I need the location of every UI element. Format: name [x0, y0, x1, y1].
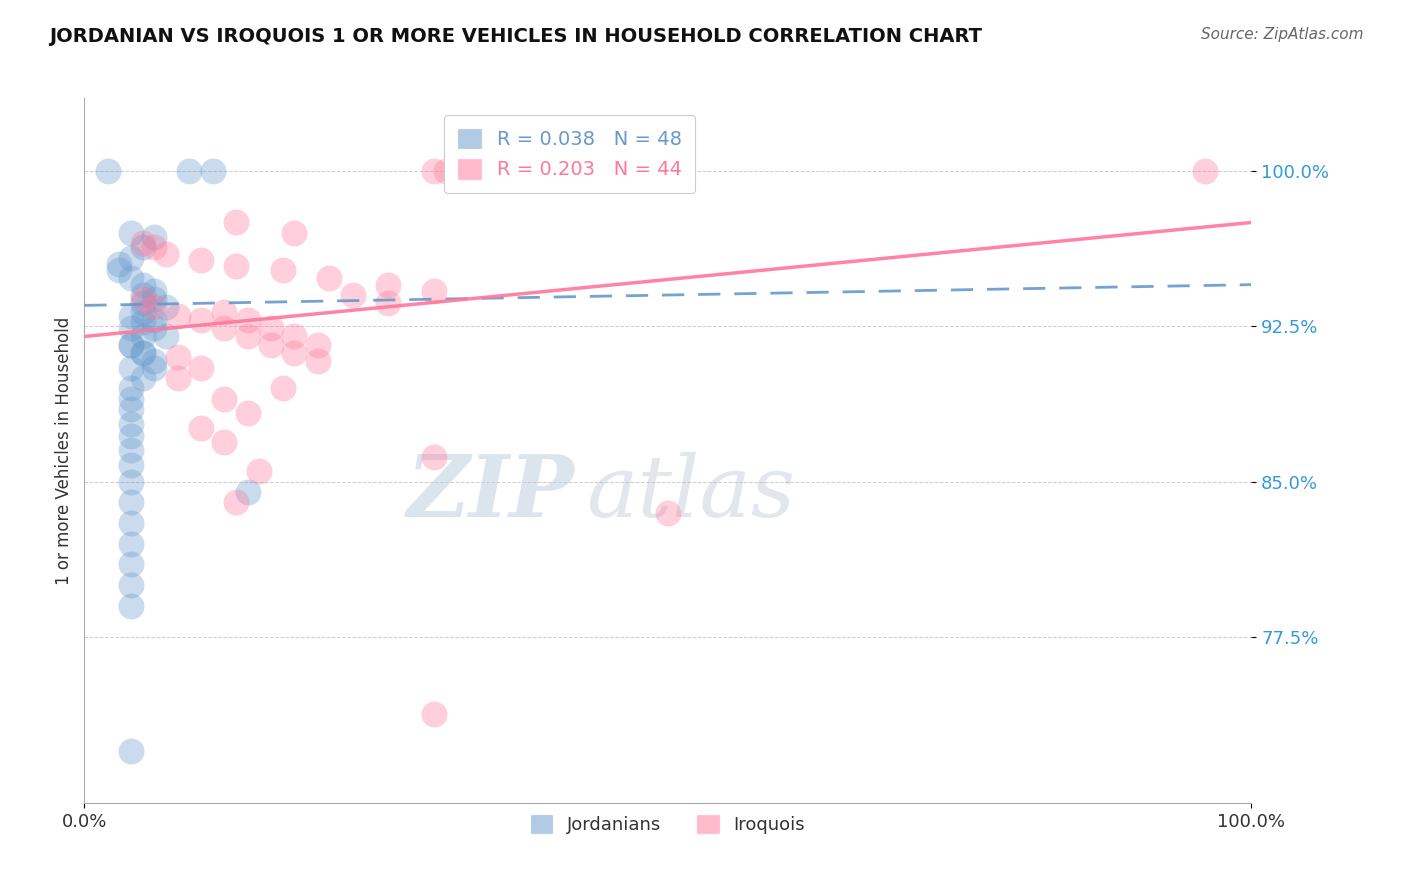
Point — [214, 435, 236, 450]
Point — [132, 329, 155, 343]
Point — [201, 163, 224, 178]
Point — [342, 288, 364, 302]
Point — [423, 163, 446, 178]
Point — [551, 163, 574, 178]
Point — [434, 163, 457, 178]
Point — [260, 321, 283, 335]
Point — [120, 271, 142, 285]
Point — [307, 354, 329, 368]
Point — [190, 313, 212, 327]
Point — [236, 313, 259, 327]
Point — [143, 240, 166, 254]
Point — [120, 392, 142, 406]
Point — [155, 301, 177, 315]
Point — [143, 313, 166, 327]
Point — [318, 271, 340, 285]
Point — [657, 506, 679, 520]
Point — [120, 475, 142, 489]
Legend: Jordanians, Iroquois: Jordanians, Iroquois — [517, 802, 818, 847]
Point — [190, 252, 212, 267]
Y-axis label: 1 or more Vehicles in Household: 1 or more Vehicles in Household — [55, 317, 73, 584]
Point — [225, 259, 247, 273]
Point — [120, 537, 142, 551]
Point — [120, 429, 142, 443]
Text: atlas: atlas — [586, 451, 796, 534]
Point — [214, 304, 236, 318]
Point — [132, 288, 155, 302]
Point — [97, 163, 120, 178]
Point — [271, 263, 294, 277]
Point — [236, 406, 259, 420]
Point — [214, 392, 236, 406]
Point — [155, 246, 177, 260]
Point — [132, 315, 155, 329]
Point — [120, 360, 142, 375]
Point — [423, 450, 446, 464]
Point — [132, 292, 155, 306]
Text: JORDANIAN VS IROQUOIS 1 OR MORE VEHICLES IN HOUSEHOLD CORRELATION CHART: JORDANIAN VS IROQUOIS 1 OR MORE VEHICLES… — [49, 27, 983, 45]
Point — [120, 443, 142, 458]
Point — [179, 163, 201, 178]
Point — [236, 484, 259, 499]
Point — [190, 420, 212, 434]
Point — [166, 371, 188, 385]
Point — [377, 296, 399, 310]
Point — [190, 360, 212, 375]
Point — [120, 321, 142, 335]
Text: ZIP: ZIP — [406, 451, 575, 534]
Point — [120, 599, 142, 613]
Point — [120, 381, 142, 395]
Point — [120, 337, 142, 351]
Point — [132, 346, 155, 360]
Point — [120, 417, 142, 431]
Point — [120, 226, 142, 240]
Point — [283, 226, 305, 240]
Point — [166, 309, 188, 323]
Point — [120, 458, 142, 472]
Point — [120, 744, 142, 758]
Point — [143, 321, 166, 335]
Point — [1194, 163, 1216, 178]
Point — [143, 301, 166, 315]
Point — [120, 337, 142, 351]
Point — [108, 263, 131, 277]
Point — [143, 284, 166, 298]
Point — [120, 558, 142, 572]
Point — [225, 495, 247, 509]
Point — [423, 284, 446, 298]
Point — [120, 578, 142, 592]
Point — [225, 215, 247, 229]
Point — [423, 706, 446, 721]
Point — [132, 277, 155, 292]
Point — [120, 495, 142, 509]
Point — [377, 277, 399, 292]
Point — [108, 257, 131, 271]
Point — [307, 337, 329, 351]
Text: Source: ZipAtlas.com: Source: ZipAtlas.com — [1201, 27, 1364, 42]
Point — [120, 251, 142, 265]
Point — [236, 329, 259, 343]
Point — [132, 371, 155, 385]
Point — [132, 346, 155, 360]
Point — [271, 381, 294, 395]
Point — [120, 309, 142, 323]
Point — [143, 230, 166, 244]
Point — [214, 321, 236, 335]
Point — [132, 304, 155, 318]
Point — [166, 350, 188, 364]
Point — [120, 402, 142, 417]
Point — [120, 516, 142, 530]
Point — [132, 240, 155, 254]
Point — [283, 329, 305, 343]
Point — [249, 464, 271, 478]
Point — [260, 337, 283, 351]
Point — [155, 329, 177, 343]
Point — [283, 346, 305, 360]
Point — [132, 236, 155, 251]
Point — [143, 292, 166, 306]
Point — [143, 360, 166, 375]
Point — [132, 296, 155, 310]
Point — [143, 354, 166, 368]
